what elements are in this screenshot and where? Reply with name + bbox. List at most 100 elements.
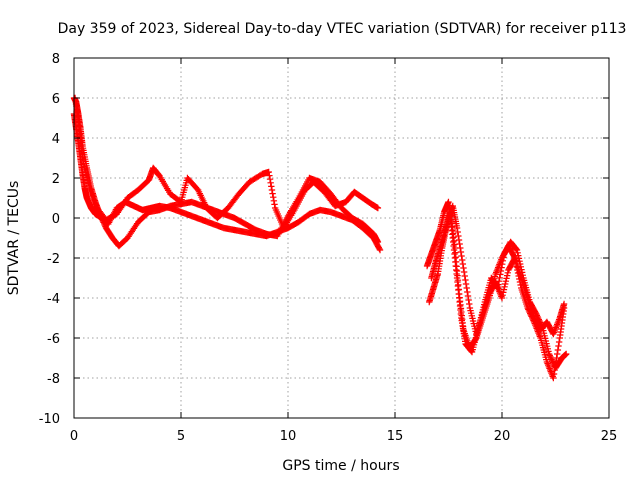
x-tick-label: 20 — [494, 429, 511, 444]
data-point — [502, 280, 509, 288]
data-point — [465, 296, 472, 304]
x-tick-label: 10 — [280, 429, 297, 444]
data-point — [502, 278, 510, 285]
series-track-e — [426, 208, 568, 382]
data-point — [376, 246, 384, 254]
y-tick-label: 2 — [52, 172, 60, 187]
data-point — [503, 272, 511, 279]
data-point — [266, 176, 274, 183]
x-tick-label: 0 — [70, 429, 78, 444]
grid — [74, 58, 609, 418]
data-point — [269, 190, 276, 197]
data-point — [549, 357, 556, 365]
data-point — [462, 276, 469, 284]
data-point — [464, 292, 472, 300]
data-point — [500, 286, 508, 293]
data-point — [472, 335, 479, 343]
data-point — [459, 260, 467, 268]
data-point — [85, 180, 92, 187]
data-point — [457, 244, 464, 252]
data-point — [454, 228, 461, 236]
data-point — [458, 252, 465, 260]
data-point — [80, 160, 88, 167]
y-tick-label: 4 — [52, 132, 60, 147]
data-point — [498, 294, 506, 302]
y-axis-label: SDTVAR / TECUs — [6, 181, 22, 296]
y-tick-label: -10 — [39, 412, 60, 427]
data-point — [550, 374, 557, 382]
data-point — [548, 356, 555, 363]
data-point — [374, 204, 382, 212]
data-point — [553, 354, 560, 362]
data-point — [555, 342, 562, 350]
data-point — [79, 154, 86, 162]
data-point — [501, 283, 508, 290]
data-point — [81, 163, 88, 170]
series-track-f — [428, 202, 568, 338]
data-point — [461, 272, 468, 280]
plot-area — [70, 94, 570, 382]
data-point — [268, 183, 275, 190]
data-point — [267, 179, 274, 186]
data-point — [268, 186, 276, 194]
data-point — [563, 350, 570, 358]
data-point — [464, 288, 471, 296]
series-track-c — [71, 94, 382, 232]
y-tick-label: 6 — [52, 92, 60, 107]
chart-title: Day 359 of 2023, Sidereal Day-to-day VTE… — [58, 21, 627, 37]
y-tick-label: 8 — [52, 52, 60, 67]
data-point — [503, 275, 510, 282]
data-point — [552, 362, 559, 370]
data-point — [550, 370, 558, 378]
data-point — [500, 289, 507, 296]
data-point — [496, 274, 503, 281]
data-point — [466, 300, 473, 308]
data-point — [560, 300, 568, 308]
data-point — [266, 172, 273, 179]
data-point — [551, 366, 558, 374]
data-point — [460, 264, 467, 272]
data-point — [554, 346, 562, 354]
data-point — [265, 168, 272, 176]
data-point — [271, 201, 278, 208]
data-point — [460, 268, 468, 276]
y-tick-label: -6 — [47, 332, 60, 347]
data-point — [513, 246, 521, 254]
data-point — [514, 249, 521, 256]
y-tick-label: 0 — [52, 212, 60, 227]
data-point — [456, 240, 463, 248]
data-point — [547, 355, 555, 362]
data-point — [457, 248, 465, 256]
y-tick-label: -2 — [47, 252, 60, 267]
data-point — [83, 171, 90, 178]
data-point — [458, 256, 466, 264]
axis-ticks: 0 5 10 15 20 25 -10 -8 -6 -4 -2 0 2 4 6 8 — [39, 52, 618, 444]
data-point — [462, 280, 470, 288]
data-point — [552, 358, 560, 366]
data-point — [463, 284, 470, 292]
data-point — [554, 350, 561, 358]
x-axis-label: GPS time / hours — [282, 458, 399, 474]
x-tick-label: 25 — [601, 429, 618, 444]
data-point — [84, 177, 91, 184]
data-point — [555, 338, 563, 346]
x-tick-label: 15 — [387, 429, 404, 444]
data-point — [376, 245, 383, 252]
plot-frame — [73, 57, 610, 419]
data-point — [101, 222, 109, 229]
data-point — [513, 246, 520, 253]
data-point — [270, 194, 277, 201]
data-point — [504, 269, 511, 276]
y-tick-label: -8 — [47, 372, 60, 387]
data-point — [455, 232, 462, 240]
series-track-a — [70, 110, 384, 254]
data-point — [81, 166, 89, 173]
data-point — [100, 220, 108, 227]
data-point — [453, 224, 461, 232]
data-point — [455, 236, 463, 244]
x-tick-label: 5 — [177, 429, 185, 444]
data-point — [80, 157, 87, 164]
data-point — [82, 168, 89, 176]
y-tick-label: -4 — [47, 292, 60, 307]
